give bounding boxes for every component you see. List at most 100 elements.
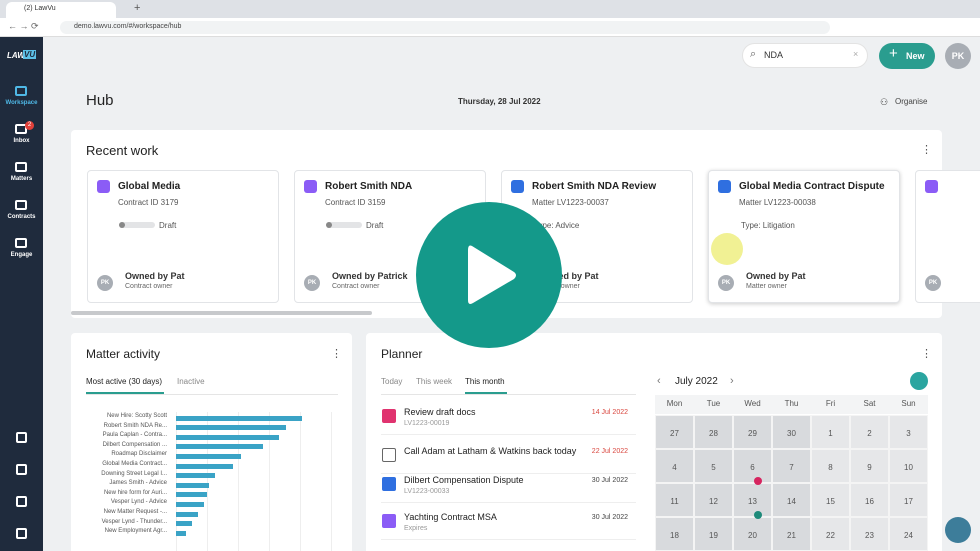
nav-label[interactable]: Workspace [5, 100, 38, 106]
progress-fill [326, 222, 332, 228]
expand-button[interactable] [910, 372, 928, 390]
activity-tab[interactable]: Most active (30 days) [86, 377, 163, 386]
day-cell[interactable] [889, 483, 928, 517]
bar [176, 434, 279, 440]
day-cell[interactable] [811, 449, 850, 483]
more-menu[interactable]: ⋮ [921, 348, 932, 360]
nav-icon[interactable] [16, 496, 27, 507]
organise[interactable]: Organise [895, 97, 928, 106]
day-cell[interactable] [733, 483, 772, 517]
nav-icon[interactable] [16, 432, 27, 443]
nav-label[interactable]: Engage [10, 252, 33, 258]
nav-icon[interactable] [15, 86, 27, 96]
day-cell[interactable] [811, 517, 850, 551]
day-cell[interactable] [811, 483, 850, 517]
calendar-month: July 2022 [675, 376, 718, 387]
day-cell[interactable] [694, 449, 733, 483]
planner-tab[interactable]: This week [416, 377, 453, 386]
day-cell[interactable] [889, 517, 928, 551]
card[interactable] [87, 170, 279, 303]
card-subtitle: Contract ID 3159 [325, 198, 386, 207]
card-icon [97, 180, 110, 193]
bar [176, 425, 286, 431]
card-status: Draft [366, 221, 384, 230]
more-menu[interactable]: ⋮ [921, 144, 932, 156]
nav-icon[interactable] [15, 200, 27, 210]
nav-label[interactable]: Inbox [13, 138, 30, 144]
task-title[interactable]: Review draft docs [404, 407, 476, 417]
nav-icon[interactable] [16, 528, 27, 539]
new-tab[interactable]: + [134, 2, 141, 14]
planner-tab[interactable]: This month [465, 377, 505, 386]
card[interactable] [708, 170, 900, 303]
day-cell[interactable] [733, 517, 772, 551]
day-cell[interactable] [850, 483, 889, 517]
progress [119, 222, 155, 228]
day-cell[interactable] [772, 449, 811, 483]
avatar[interactable]: PK [945, 43, 971, 69]
task-icon[interactable] [382, 448, 396, 462]
day-cell[interactable] [889, 449, 928, 483]
chat-button[interactable] [945, 517, 971, 543]
task-icon [382, 477, 396, 491]
day-cell[interactable] [655, 483, 694, 517]
organise-icon: ⚇ [880, 97, 889, 107]
card-status: Draft [159, 221, 177, 230]
planner-tab[interactable]: Today [381, 377, 403, 386]
weekday: Tue [706, 399, 721, 408]
bar [176, 511, 198, 517]
day-cell[interactable] [811, 415, 850, 449]
nav-icon[interactable] [15, 162, 27, 172]
card-title: Global Media [118, 181, 181, 192]
url-box[interactable] [60, 21, 830, 34]
day-cell[interactable] [694, 483, 733, 517]
tab[interactable] [6, 2, 116, 18]
new-label: New [906, 51, 925, 61]
day-number: 17 [904, 497, 913, 506]
search-clear[interactable]: × [853, 49, 859, 59]
day-number: 11 [670, 497, 679, 506]
task-title[interactable]: Call Adam at Latham & Watkins back today [404, 446, 577, 456]
day-number: 12 [709, 497, 718, 506]
card-subtitle: Matter LV1223-00037 [532, 198, 609, 207]
nav-icon[interactable] [16, 464, 27, 475]
calendar-header [655, 395, 928, 414]
prev-month[interactable]: ‹ [657, 375, 661, 387]
activity-tab[interactable]: Inactive [177, 377, 205, 386]
day-number: 7 [789, 463, 794, 472]
card-owner: Owned by Pat [539, 271, 599, 281]
row-label: New Hire: Scotty Scott [106, 413, 167, 419]
day-cell[interactable] [850, 449, 889, 483]
card-owner: Owned by Pat [746, 271, 806, 281]
progress-fill [119, 222, 125, 228]
day-cell[interactable] [694, 415, 733, 449]
nav-label[interactable]: Matters [10, 176, 33, 182]
nav-label[interactable]: Contracts [7, 214, 36, 220]
day-number: 10 [904, 463, 913, 472]
day-cell[interactable] [733, 449, 772, 483]
more-menu[interactable]: ⋮ [331, 348, 342, 360]
day-cell[interactable] [655, 415, 694, 449]
day-cell[interactable] [655, 449, 694, 483]
card-avatar: PK [304, 275, 320, 291]
next-month[interactable]: › [730, 375, 734, 387]
day-number: 24 [904, 531, 913, 540]
scrollbar[interactable] [71, 311, 372, 315]
day-cell[interactable] [850, 517, 889, 551]
task-title[interactable]: Yachting Contract MSA [404, 512, 497, 522]
new-button[interactable] [879, 43, 935, 69]
day-cell[interactable] [850, 415, 889, 449]
day-cell[interactable] [694, 517, 733, 551]
card-title: Robert Smith NDA Review [532, 181, 657, 192]
matter-activity-panel [71, 333, 352, 551]
search-box[interactable] [742, 43, 868, 68]
day-cell[interactable] [772, 483, 811, 517]
day-cell[interactable] [733, 415, 772, 449]
play-icon [468, 245, 516, 304]
row-label: New Matter Request -... [103, 509, 167, 515]
nav-buttons[interactable]: ← → ⟳ [8, 21, 39, 31]
day-cell[interactable] [889, 415, 928, 449]
nav-icon[interactable] [15, 238, 27, 248]
day-cell[interactable] [772, 415, 811, 449]
task-title[interactable]: Dilbert Compensation Dispute [404, 475, 524, 485]
